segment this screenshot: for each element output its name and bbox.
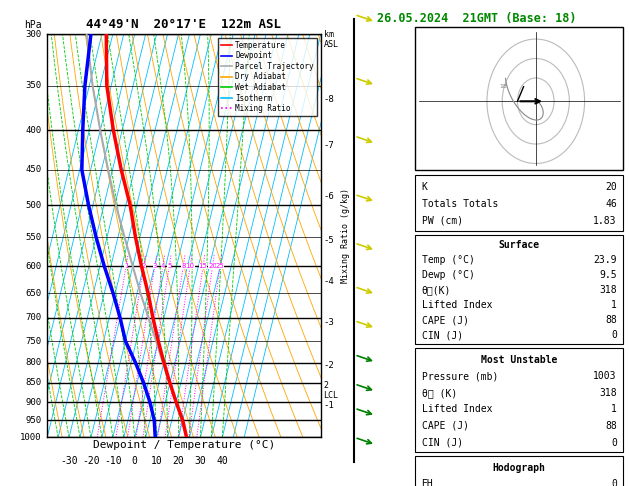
X-axis label: Dewpoint / Temperature (°C): Dewpoint / Temperature (°C) bbox=[93, 440, 275, 450]
Text: 0: 0 bbox=[611, 479, 617, 486]
Bar bbox=[416, 27, 623, 170]
Text: 20: 20 bbox=[605, 182, 617, 192]
Text: 318: 318 bbox=[599, 388, 617, 398]
Text: 40: 40 bbox=[216, 455, 228, 466]
Text: 2: 2 bbox=[142, 263, 146, 269]
Text: -5: -5 bbox=[323, 236, 334, 245]
Text: 318: 318 bbox=[599, 285, 617, 295]
Text: CAPE (J): CAPE (J) bbox=[421, 421, 469, 431]
Text: EH: EH bbox=[421, 479, 433, 486]
Text: 350: 350 bbox=[26, 81, 42, 90]
Text: © weatheronline.co.uk: © weatheronline.co.uk bbox=[420, 472, 533, 481]
Text: 3: 3 bbox=[152, 263, 157, 269]
Text: Surface: Surface bbox=[499, 240, 540, 250]
Text: Pressure (mb): Pressure (mb) bbox=[421, 371, 498, 381]
Text: 1: 1 bbox=[611, 404, 617, 415]
Text: 1: 1 bbox=[611, 300, 617, 310]
Text: 88: 88 bbox=[605, 421, 617, 431]
Title: 44°49'N  20°17'E  122m ASL: 44°49'N 20°17'E 122m ASL bbox=[86, 18, 282, 32]
Text: 20: 20 bbox=[208, 263, 217, 269]
Text: 850: 850 bbox=[26, 379, 42, 387]
Text: kt: kt bbox=[421, 32, 431, 41]
Text: 20: 20 bbox=[172, 455, 184, 466]
Text: -10: -10 bbox=[104, 455, 121, 466]
Text: 88: 88 bbox=[605, 315, 617, 325]
Text: θᴇ(K): θᴇ(K) bbox=[421, 285, 451, 295]
Text: 26.05.2024  21GMT (Base: 18): 26.05.2024 21GMT (Base: 18) bbox=[377, 12, 576, 25]
Text: K: K bbox=[421, 182, 428, 192]
Text: 400: 400 bbox=[26, 126, 42, 135]
Text: hPa: hPa bbox=[24, 20, 42, 30]
Text: 700: 700 bbox=[26, 313, 42, 322]
Text: -1: -1 bbox=[323, 400, 334, 410]
Text: 950: 950 bbox=[26, 416, 42, 425]
Bar bbox=[416, 456, 623, 486]
Text: 5: 5 bbox=[167, 263, 172, 269]
Text: 46: 46 bbox=[605, 199, 617, 209]
Text: 600: 600 bbox=[26, 262, 42, 271]
Text: -4: -4 bbox=[323, 277, 334, 286]
Text: 1: 1 bbox=[124, 263, 128, 269]
Bar bbox=[416, 175, 623, 231]
Text: 8: 8 bbox=[181, 263, 186, 269]
Text: 650: 650 bbox=[26, 289, 42, 297]
Text: 18: 18 bbox=[499, 84, 507, 89]
Text: PW (cm): PW (cm) bbox=[421, 216, 463, 226]
Text: 450: 450 bbox=[26, 165, 42, 174]
Text: CIN (J): CIN (J) bbox=[421, 437, 463, 448]
Text: 2
LCL: 2 LCL bbox=[323, 381, 338, 400]
Text: Mixing Ratio (g/kg): Mixing Ratio (g/kg) bbox=[341, 188, 350, 283]
Text: -7: -7 bbox=[323, 141, 334, 151]
Text: 0: 0 bbox=[132, 455, 138, 466]
Text: Hodograph: Hodograph bbox=[493, 463, 545, 472]
Text: -3: -3 bbox=[323, 318, 334, 327]
Text: Lifted Index: Lifted Index bbox=[421, 300, 492, 310]
Text: Most Unstable: Most Unstable bbox=[481, 355, 557, 364]
Text: 30: 30 bbox=[194, 455, 206, 466]
Text: Lifted Index: Lifted Index bbox=[421, 404, 492, 415]
Text: 25: 25 bbox=[216, 263, 225, 269]
Text: 550: 550 bbox=[26, 233, 42, 242]
Text: 10: 10 bbox=[186, 263, 194, 269]
Text: CIN (J): CIN (J) bbox=[421, 330, 463, 340]
Text: -20: -20 bbox=[82, 455, 100, 466]
Text: Dewp (°C): Dewp (°C) bbox=[421, 270, 474, 280]
Bar bbox=[416, 235, 623, 344]
Text: θᴇ (K): θᴇ (K) bbox=[421, 388, 457, 398]
Text: km
ASL: km ASL bbox=[323, 30, 338, 49]
Text: 1000: 1000 bbox=[20, 433, 42, 442]
Text: -8: -8 bbox=[323, 95, 334, 104]
Text: Totals Totals: Totals Totals bbox=[421, 199, 498, 209]
Text: Temp (°C): Temp (°C) bbox=[421, 255, 474, 265]
Text: 1.83: 1.83 bbox=[593, 216, 617, 226]
Text: 0: 0 bbox=[611, 330, 617, 340]
Text: -30: -30 bbox=[60, 455, 78, 466]
Text: 500: 500 bbox=[26, 201, 42, 209]
Text: 300: 300 bbox=[26, 30, 42, 38]
Text: 750: 750 bbox=[26, 336, 42, 346]
Bar bbox=[416, 348, 623, 452]
Text: 900: 900 bbox=[26, 398, 42, 407]
Text: -6: -6 bbox=[323, 192, 334, 201]
Text: 1003: 1003 bbox=[593, 371, 617, 381]
Text: 23.9: 23.9 bbox=[593, 255, 617, 265]
Text: 0: 0 bbox=[611, 437, 617, 448]
Text: 10: 10 bbox=[151, 455, 162, 466]
Legend: Temperature, Dewpoint, Parcel Trajectory, Dry Adiabat, Wet Adiabat, Isotherm, Mi: Temperature, Dewpoint, Parcel Trajectory… bbox=[218, 38, 317, 116]
Text: 9.5: 9.5 bbox=[599, 270, 617, 280]
Text: 800: 800 bbox=[26, 358, 42, 367]
Text: CAPE (J): CAPE (J) bbox=[421, 315, 469, 325]
Text: 15: 15 bbox=[199, 263, 208, 269]
Text: -2: -2 bbox=[323, 362, 334, 370]
Text: 4: 4 bbox=[160, 263, 165, 269]
